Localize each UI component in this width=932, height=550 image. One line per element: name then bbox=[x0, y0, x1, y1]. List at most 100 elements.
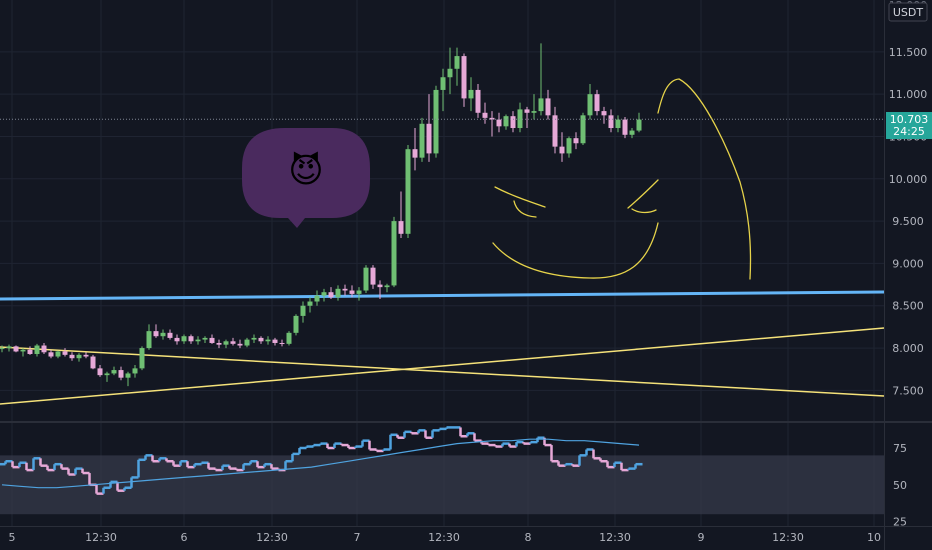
candle-body bbox=[615, 119, 621, 129]
time-tick-label: 12:30 bbox=[599, 531, 631, 544]
candle-body bbox=[230, 341, 236, 344]
candle-body bbox=[167, 332, 173, 338]
candle bbox=[461, 53, 467, 107]
candle bbox=[195, 336, 201, 345]
candle bbox=[545, 89, 551, 120]
candle-body bbox=[0, 348, 5, 350]
candle bbox=[55, 350, 61, 359]
candle bbox=[104, 371, 110, 382]
candle bbox=[608, 109, 614, 133]
candle-body bbox=[125, 373, 131, 378]
candle bbox=[503, 114, 509, 130]
candle bbox=[48, 349, 54, 359]
candle bbox=[132, 364, 138, 378]
candle bbox=[601, 106, 607, 124]
rsi-tick-label: 50 bbox=[893, 479, 907, 492]
price-tick-label: 9.000 bbox=[892, 257, 924, 270]
candle bbox=[566, 136, 572, 158]
candle bbox=[174, 334, 180, 345]
candle bbox=[69, 352, 75, 361]
time-tick-label: 6 bbox=[181, 531, 188, 544]
candle bbox=[405, 144, 411, 239]
smiling-devil-icon: 😈 bbox=[288, 151, 323, 191]
candle-body bbox=[356, 290, 362, 294]
time-axis[interactable]: 5 12:30 6 12:30 7 12:30 8 12:30 9 12:30 10 bbox=[0, 526, 932, 545]
price-tick-label: 10.000 bbox=[889, 173, 928, 186]
candle-body bbox=[223, 341, 229, 345]
candle bbox=[286, 331, 292, 346]
candle bbox=[377, 280, 383, 299]
price-tick-label: 11.500 bbox=[889, 46, 928, 59]
candle-body bbox=[244, 339, 250, 346]
candle-body bbox=[636, 119, 642, 131]
trend-lines[interactable] bbox=[0, 290, 885, 405]
candle bbox=[258, 336, 264, 344]
candle bbox=[146, 324, 152, 350]
candle-body bbox=[538, 98, 544, 112]
candle bbox=[139, 346, 145, 371]
candle-body bbox=[181, 336, 187, 342]
candle bbox=[419, 117, 425, 162]
candle bbox=[160, 329, 166, 340]
devil-face-drawing[interactable] bbox=[492, 78, 752, 280]
candle-body bbox=[195, 339, 201, 342]
ascending-trend-line bbox=[0, 327, 885, 405]
candle bbox=[524, 106, 530, 129]
time-tick-label: 8 bbox=[525, 531, 532, 544]
candle bbox=[580, 112, 586, 145]
candle-body bbox=[34, 345, 40, 354]
drawing-stroke bbox=[631, 208, 657, 214]
candle bbox=[573, 132, 579, 150]
candle-body bbox=[76, 354, 82, 359]
grid-lines bbox=[0, 0, 884, 526]
candle bbox=[293, 314, 299, 336]
candle bbox=[223, 339, 229, 349]
currency-badge[interactable] bbox=[888, 2, 928, 22]
candle-body bbox=[552, 115, 558, 147]
time-tick-label: 9 bbox=[698, 531, 705, 544]
candle-body bbox=[412, 149, 418, 158]
candle-body bbox=[216, 342, 222, 345]
candle-body bbox=[482, 112, 488, 118]
candle bbox=[363, 265, 369, 294]
candle-body bbox=[48, 352, 54, 357]
candle-body bbox=[447, 68, 453, 78]
candles[interactable] bbox=[0, 43, 642, 387]
speech-bubble-shape bbox=[242, 128, 370, 228]
candle-body bbox=[629, 130, 635, 135]
candle bbox=[622, 117, 628, 139]
candle-body bbox=[475, 89, 481, 113]
candle-body bbox=[111, 370, 117, 374]
time-tick-labels: 5 12:30 6 12:30 7 12:30 8 12:30 9 12:30 10 bbox=[9, 531, 882, 544]
candle bbox=[370, 265, 376, 289]
rsi-moving-average bbox=[1, 438, 640, 489]
time-tick-label: 12:30 bbox=[772, 531, 804, 544]
currency-label: USDT bbox=[893, 6, 924, 19]
candle-body bbox=[608, 115, 614, 129]
candle-body bbox=[349, 290, 355, 294]
candle-body bbox=[391, 221, 397, 286]
candle-body bbox=[335, 288, 341, 298]
candle bbox=[440, 68, 446, 112]
bar-countdown: 24:25 bbox=[893, 125, 925, 138]
candle-body bbox=[566, 138, 572, 154]
candle-body bbox=[405, 149, 411, 234]
candle bbox=[510, 111, 516, 133]
candle bbox=[447, 47, 453, 95]
candle bbox=[342, 284, 348, 296]
candle bbox=[6, 344, 12, 352]
speech-bubble[interactable]: 😈 bbox=[242, 128, 370, 228]
candle bbox=[356, 287, 362, 301]
candle-body bbox=[265, 339, 271, 342]
candle-body bbox=[573, 138, 579, 144]
candle bbox=[496, 112, 502, 133]
candle bbox=[629, 128, 635, 139]
candle bbox=[552, 106, 558, 154]
price-axis[interactable]: 12.000 USDT 11.50011.00010.50010.0009.50… bbox=[884, 0, 932, 550]
candle bbox=[76, 353, 82, 362]
candle-body bbox=[41, 345, 47, 353]
rsi-indicator bbox=[0, 426, 643, 495]
candle bbox=[517, 102, 523, 133]
candle bbox=[636, 112, 642, 133]
